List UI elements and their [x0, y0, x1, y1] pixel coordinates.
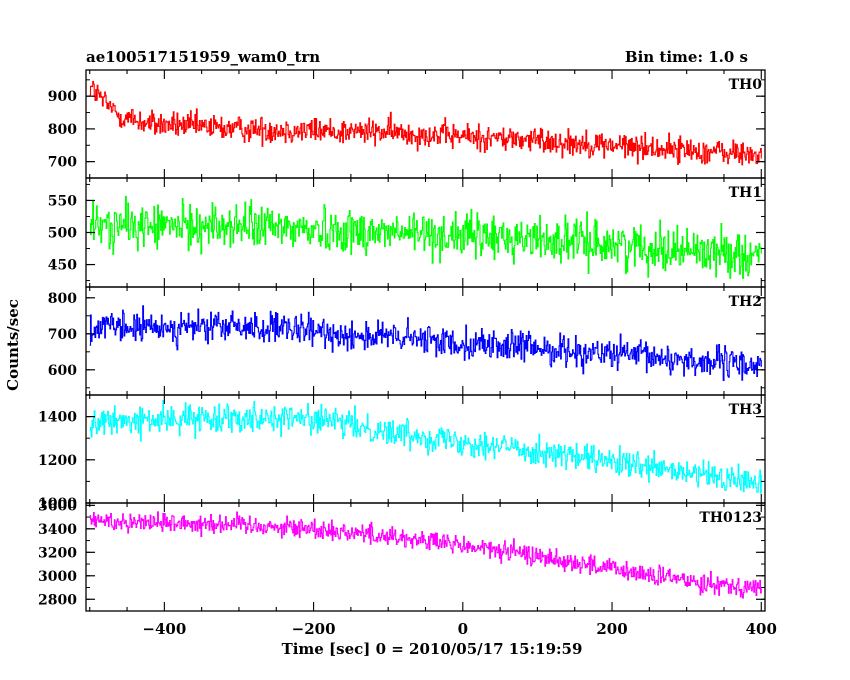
chart-title: ae100517151959_wam0_trn — [86, 48, 320, 66]
panel-frame — [85, 502, 766, 612]
panel-frame — [85, 286, 766, 396]
panel-th1: 450 500 550 TH1 — [48, 177, 766, 288]
series-line-th1 — [89, 195, 762, 279]
y-tick-label: 700 — [48, 327, 77, 343]
y-tick-label: 3000 — [38, 569, 77, 585]
panel-label: TH2 — [729, 294, 762, 310]
panel-label: TH3 — [729, 402, 762, 418]
series-line-th0123 — [89, 511, 762, 599]
panel-label: TH1 — [729, 185, 762, 201]
panel-th2: 600 700 800 TH2 — [48, 286, 766, 396]
x-tick-label: −400 — [142, 620, 186, 638]
series-line-th0 — [89, 81, 762, 166]
panel-label: TH0 — [729, 77, 763, 93]
y-tick-label: 800 — [48, 291, 77, 307]
y-tick-label: 1400 — [38, 410, 77, 426]
panel-th3: 1000 1200 1400 TH3 — [38, 394, 766, 512]
series-line-th3 — [89, 400, 762, 494]
panel-th0123: 2800 3000 3200 3400 3600 TH0123 — [38, 498, 766, 612]
y-tick-label: 800 — [48, 122, 77, 138]
x-tick-label: 400 — [746, 620, 777, 638]
x-tick-label: −200 — [292, 620, 336, 638]
y-tick-label: 550 — [48, 193, 77, 209]
series-line-th2 — [89, 305, 762, 382]
y-tick-label: 3400 — [38, 522, 77, 538]
y-tick-label: 1000 — [38, 496, 77, 512]
y-tick-label: 900 — [48, 89, 77, 105]
panel-th0: 700 800 900 TH0 — [48, 69, 766, 179]
y-tick-label: 3200 — [38, 545, 77, 561]
x-tick-label: 200 — [596, 620, 627, 638]
bin-time-label: Bin time: 1.0 s — [625, 48, 748, 66]
y-tick-label: 500 — [48, 226, 77, 242]
y-tick-label: 2800 — [38, 592, 77, 608]
panels-group: 700 800 900 TH0 450 500 550 TH1 600 700 800 TH2 1000… — [38, 69, 777, 638]
x-tick-label: 0 — [458, 620, 468, 638]
y-tick-label: 450 — [48, 258, 77, 274]
y-tick-label: 600 — [48, 363, 77, 379]
y-tick-label: 1200 — [38, 453, 77, 469]
y-tick-label: 700 — [48, 155, 77, 171]
y-tick-label: 3600 — [38, 498, 77, 514]
x-axis-label: Time [sec] 0 = 2010/05/17 15:19:59 — [282, 640, 583, 658]
panel-label: TH0123 — [699, 510, 762, 526]
y-axis-label: Counts/sec — [4, 299, 22, 391]
